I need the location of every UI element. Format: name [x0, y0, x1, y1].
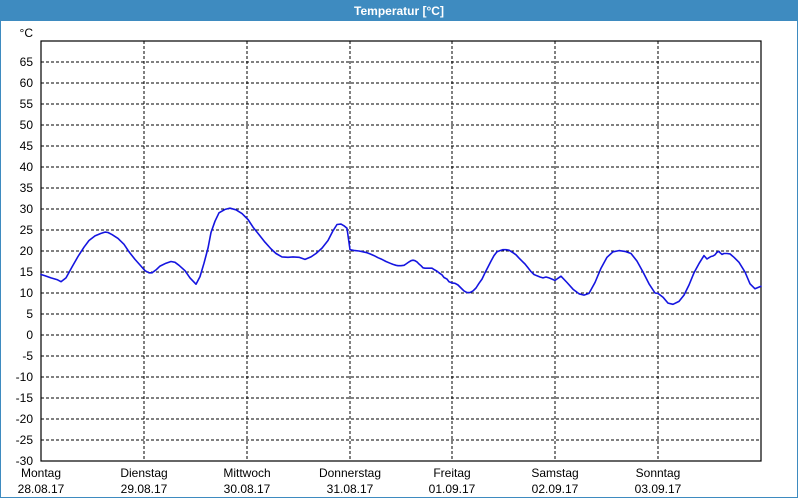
svg-text:50: 50 — [20, 118, 34, 132]
svg-text:28.08.17: 28.08.17 — [18, 482, 65, 496]
svg-text:30: 30 — [20, 202, 34, 216]
svg-text:5: 5 — [26, 307, 33, 321]
svg-text:-15: -15 — [16, 391, 34, 405]
svg-text:29.08.17: 29.08.17 — [121, 482, 168, 496]
svg-text:Montag: Montag — [21, 466, 61, 480]
svg-text:15: 15 — [20, 265, 34, 279]
svg-text:-5: -5 — [22, 349, 33, 363]
svg-text:60: 60 — [20, 76, 34, 90]
svg-text:03.09.17: 03.09.17 — [635, 482, 682, 496]
svg-text:35: 35 — [20, 181, 34, 195]
svg-text:40: 40 — [20, 160, 34, 174]
svg-text:Sonntag: Sonntag — [636, 466, 681, 480]
svg-text:°C: °C — [20, 26, 34, 40]
svg-text:-25: -25 — [16, 433, 34, 447]
svg-text:31.08.17: 31.08.17 — [327, 482, 374, 496]
svg-text:0: 0 — [26, 328, 33, 342]
svg-text:Donnerstag: Donnerstag — [319, 466, 381, 480]
svg-text:45: 45 — [20, 139, 34, 153]
svg-text:-20: -20 — [16, 412, 34, 426]
svg-text:30.08.17: 30.08.17 — [224, 482, 271, 496]
svg-text:01.09.17: 01.09.17 — [429, 482, 476, 496]
svg-text:Freitag: Freitag — [433, 466, 470, 480]
svg-text:02.09.17: 02.09.17 — [532, 482, 579, 496]
svg-text:25: 25 — [20, 223, 34, 237]
svg-text:Samstag: Samstag — [531, 466, 578, 480]
svg-text:65: 65 — [20, 55, 34, 69]
svg-text:Dienstag: Dienstag — [120, 466, 167, 480]
svg-text:Mittwoch: Mittwoch — [223, 466, 270, 480]
svg-text:-10: -10 — [16, 370, 34, 384]
svg-text:55: 55 — [20, 97, 34, 111]
svg-text:10: 10 — [20, 286, 34, 300]
svg-text:20: 20 — [20, 244, 34, 258]
